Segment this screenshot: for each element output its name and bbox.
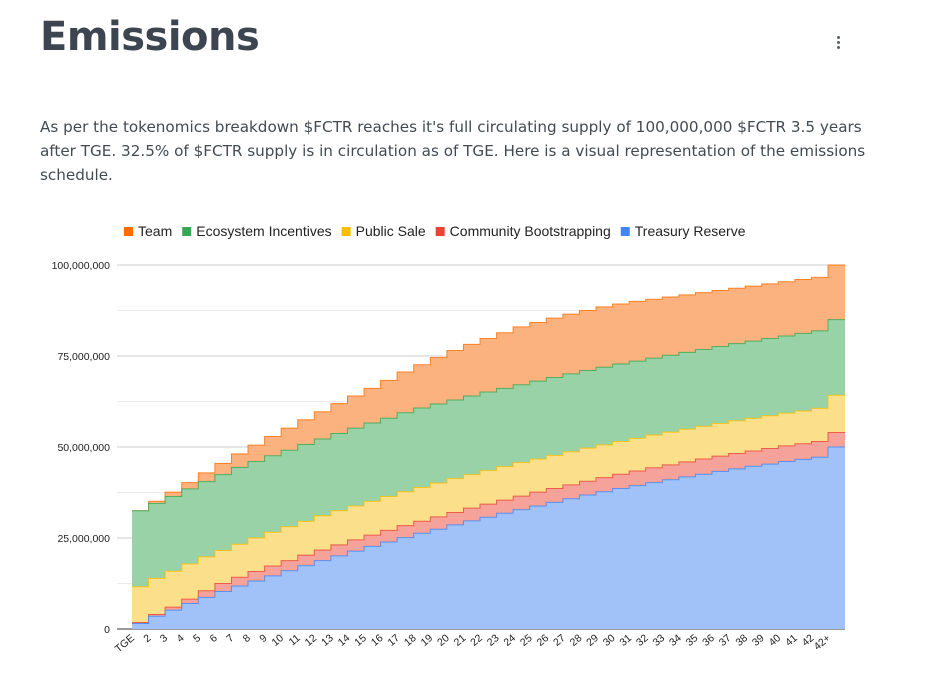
x-tick-label: 23 bbox=[485, 632, 502, 649]
legend-swatch-public-sale bbox=[341, 227, 351, 236]
x-tick-label: 8 bbox=[241, 632, 253, 645]
x-tick-label: 15 bbox=[352, 632, 369, 649]
chart-areas bbox=[132, 264, 845, 629]
more-vertical-icon[interactable] bbox=[826, 30, 850, 54]
x-tick-label: 24 bbox=[501, 632, 518, 649]
x-tick-label: 41 bbox=[783, 632, 800, 649]
x-tick-label: 39 bbox=[750, 632, 767, 649]
x-tick-label: 29 bbox=[584, 632, 601, 649]
x-tick-label: 4 bbox=[174, 632, 186, 645]
legend-label-team: Team bbox=[138, 223, 172, 239]
legend-swatch-team bbox=[124, 227, 133, 236]
x-tick-label: 12 bbox=[303, 632, 320, 649]
kebab-dot bbox=[836, 45, 840, 49]
page-title: Emissions bbox=[40, 14, 260, 60]
x-tick-label: 14 bbox=[336, 632, 353, 649]
legend-swatch-community-bootstrapping bbox=[435, 227, 445, 236]
x-tick-label: 9 bbox=[257, 632, 269, 645]
emissions-chart: 0 25,000,000 50,000,000 75,000,000 100,000,0… bbox=[52, 223, 845, 655]
y-tick-label: 75,000,000 bbox=[57, 351, 110, 363]
x-tick-label: 17 bbox=[385, 632, 402, 649]
legend-swatch-treasury-reserve bbox=[620, 227, 630, 236]
x-tick-label: 40 bbox=[767, 632, 784, 649]
x-tick-label: 34 bbox=[667, 632, 684, 649]
x-tick-label: 36 bbox=[700, 632, 717, 649]
kebab-dot bbox=[836, 40, 840, 44]
line-treasury-reserve bbox=[132, 446, 845, 625]
x-tick-label: 25 bbox=[518, 632, 535, 649]
x-tick-label: 27 bbox=[551, 632, 568, 649]
x-tick-label: 19 bbox=[419, 632, 436, 649]
x-tick-label: 11 bbox=[287, 632, 303, 648]
line-team bbox=[132, 264, 845, 512]
legend-swatch-ecosystem-incentives bbox=[182, 227, 192, 236]
page-description: As per the tokenomics breakdown $FCTR re… bbox=[40, 118, 866, 184]
x-tick-label: 5 bbox=[191, 632, 203, 645]
chart-legend: Team Ecosystem Incentives Public Sale Commu… bbox=[124, 223, 746, 239]
legend-label-treasury-reserve: Treasury Reserve bbox=[635, 223, 746, 239]
x-tick-label: 13 bbox=[319, 632, 336, 649]
x-tick-label: 32 bbox=[634, 632, 651, 649]
x-tick-label: 33 bbox=[651, 632, 668, 649]
legend-label-ecosystem-incentives: Ecosystem Incentives bbox=[196, 223, 331, 239]
y-tick-label: 0 bbox=[104, 624, 110, 636]
x-tick-label: TGE bbox=[113, 632, 137, 655]
x-tick-label: 42+ bbox=[812, 632, 833, 653]
x-tick-label: 18 bbox=[402, 632, 419, 649]
y-tick-label: 25,000,000 bbox=[57, 533, 110, 545]
x-tick-label: 28 bbox=[568, 632, 585, 649]
y-tick-label: 100,000,000 bbox=[52, 260, 111, 272]
legend-label-public-sale: Public Sale bbox=[356, 223, 426, 239]
x-tick-label: 26 bbox=[535, 632, 552, 649]
x-tick-label: 3 bbox=[158, 632, 170, 645]
x-tick-label: 2 bbox=[141, 632, 153, 645]
x-tick-label: 35 bbox=[684, 632, 701, 649]
line-community-bootstrapping bbox=[132, 431, 845, 623]
x-tick-label: 7 bbox=[224, 632, 236, 645]
x-tick-label: 37 bbox=[717, 632, 734, 649]
x-tick-label: 30 bbox=[601, 632, 618, 649]
x-tick-label: 38 bbox=[733, 632, 750, 649]
x-tick-label: 21 bbox=[452, 632, 469, 649]
x-tick-label: 6 bbox=[208, 632, 220, 645]
line-public-sale bbox=[132, 394, 845, 588]
legend-label-community-bootstrapping: Community Bootstrapping bbox=[450, 223, 611, 239]
x-tick-label: 31 bbox=[617, 632, 634, 649]
y-tick-label: 50,000,000 bbox=[57, 442, 110, 454]
x-tick-label: 22 bbox=[468, 632, 485, 649]
area-treasury-reserve bbox=[132, 447, 845, 629]
kebab-dot bbox=[836, 35, 840, 39]
x-tick-label: 16 bbox=[369, 632, 386, 649]
line-ecosystem-incentives bbox=[132, 319, 845, 512]
x-axis-labels: TGE 2 3 4 5 6 7 8 9 10 11 12 13 14 15 16 17 18 19 20 21 22 23 2… bbox=[113, 632, 833, 655]
y-axis-labels: 0 25,000,000 50,000,000 75,000,000 100,000,0… bbox=[52, 260, 111, 636]
x-tick-label: 10 bbox=[269, 632, 286, 649]
x-tick-label: 20 bbox=[435, 632, 452, 649]
